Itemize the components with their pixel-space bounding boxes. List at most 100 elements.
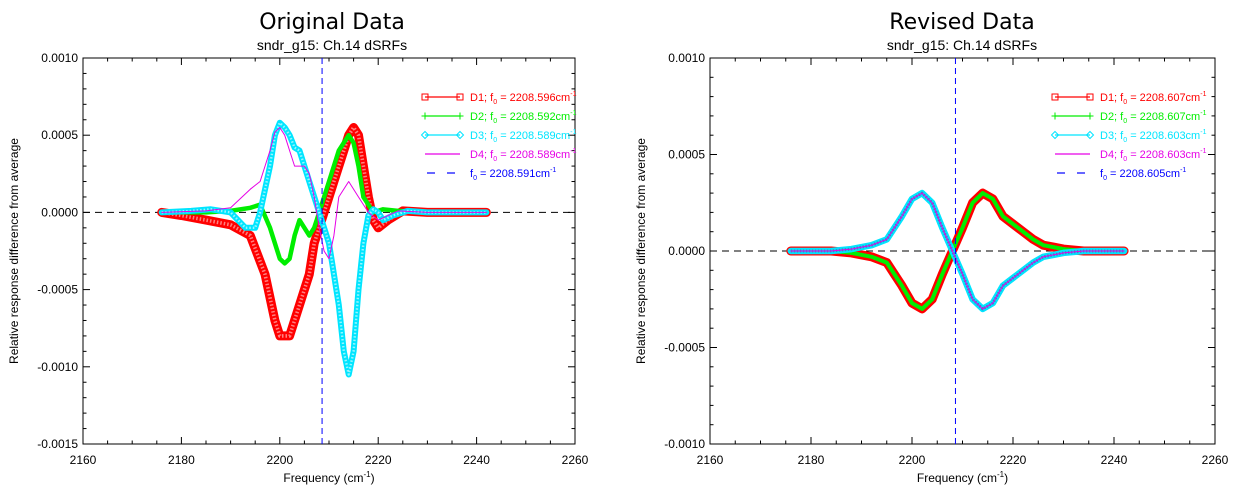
legend-entry-2: D2; f0 = 2208.592cm-1 <box>470 110 577 125</box>
legend-entry-4: D4; f0 = 2208.603cm-1 <box>1100 148 1207 163</box>
plot-area <box>83 58 575 444</box>
series-line-4 <box>790 192 1125 310</box>
y-tick-label: 0.0000 <box>668 244 705 258</box>
legend-value: = 2208.596cm <box>497 92 570 104</box>
x-tick-label: 2200 <box>899 453 926 467</box>
legend-superscript: -1 <box>1200 91 1206 98</box>
legend-subscript: 0 <box>493 137 497 144</box>
legend-superscript: -1 <box>1200 148 1206 155</box>
legend-entry-3: D3; f0 = 2208.589cm-1 <box>470 129 577 144</box>
legend-value: = 2208.607cm <box>1127 92 1200 104</box>
legend-marker-diamond <box>455 130 465 140</box>
legend-prefix: D4; f <box>470 149 494 161</box>
y-axis-label: Relative response difference from averag… <box>634 138 648 364</box>
legend-prefix: D1; f <box>470 92 494 104</box>
plot-area <box>710 58 1215 444</box>
legend-prefix: D2; f <box>1100 111 1124 123</box>
legend-prefix: D3; f <box>1100 130 1124 142</box>
legend-value: = 2208.589cm <box>497 149 570 161</box>
legend-value: = 2208.591cm <box>477 168 550 180</box>
legend-subscript: 0 <box>493 118 497 125</box>
legend-value: = 2208.603cm <box>1127 149 1200 161</box>
legend-prefix: D1; f <box>1100 92 1124 104</box>
legend-entry-5: f0 = 2208.605cm-1 <box>1100 167 1186 182</box>
legend-entry-3: D3; f0 = 2208.603cm-1 <box>1100 129 1207 144</box>
y-tick-label: -0.0010 <box>37 360 78 374</box>
legend-marker-square <box>1086 93 1094 101</box>
y-tick-label: -0.0015 <box>37 437 78 451</box>
legend-subscript: 0 <box>493 156 497 163</box>
chart-title: Original Data <box>259 10 405 35</box>
legend-prefix: f <box>1100 168 1104 180</box>
legend-subscript: 0 <box>1123 118 1127 125</box>
y-tick-label: 0.0005 <box>41 128 78 142</box>
x-axis-label-end: ) <box>371 471 375 485</box>
x-axis-label-end: ) <box>1004 471 1008 485</box>
x-tick-label: 2180 <box>168 453 195 467</box>
legend-prefix: D4; f <box>1100 149 1124 161</box>
legend-subscript: 0 <box>1103 175 1107 182</box>
x-axis-label-sup: -1 <box>363 470 371 479</box>
legend-superscript: -1 <box>570 129 576 136</box>
x-tick-label: 2160 <box>70 453 97 467</box>
legend-superscript: -1 <box>1200 110 1206 117</box>
legend-subscript: 0 <box>1123 156 1127 163</box>
x-tick-label: 2180 <box>798 453 825 467</box>
y-tick-label: -0.0005 <box>664 341 705 355</box>
legend-subscript: 0 <box>473 175 477 182</box>
panel-revised-data: Revised Data sndr_g15: Ch.14 dSRFs 2160 218… <box>634 10 1229 485</box>
legend-entry-4: D4; f0 = 2208.589cm-1 <box>470 148 577 163</box>
legend-value: = 2208.592cm <box>497 111 570 123</box>
y-tick-label: 0.0005 <box>668 148 705 162</box>
x-tick-label: 2160 <box>697 453 724 467</box>
x-axis: 2160 2180 2200 2220 2240 2260 <box>70 58 589 467</box>
x-tick-label: 2260 <box>562 453 589 467</box>
y-tick-label: 0.0000 <box>41 205 78 219</box>
legend-prefix: D3; f <box>470 130 494 142</box>
legend-superscript: -1 <box>570 110 576 117</box>
x-tick-label: 2240 <box>1101 453 1128 467</box>
chart-title: Revised Data <box>889 10 1034 35</box>
legend-entry-1: D1; f0 = 2208.607cm-1 <box>1100 91 1207 106</box>
legend-superscript: -1 <box>1180 167 1186 174</box>
legend-value: = 2208.589cm <box>497 130 570 142</box>
legend-subscript: 0 <box>493 99 497 106</box>
x-axis: 2160 2180 2200 2220 2240 2260 <box>697 58 1229 467</box>
legend-marker-square <box>1051 93 1059 101</box>
x-axis-label-base: Frequency (cm <box>283 471 363 485</box>
legend-entry-5: f0 = 2208.591cm-1 <box>470 167 556 182</box>
legend-superscript: -1 <box>1200 129 1206 136</box>
legend-entry-1: D1; f0 = 2208.596cm-1 <box>470 91 577 106</box>
x-axis-label: Frequency (cm-1) <box>917 470 1008 485</box>
y-axis: -0.0015 -0.0010 -0.0005 0.0000 0.0005 0.0010 <box>37 51 575 451</box>
y-tick-label: 0.0010 <box>668 51 705 65</box>
x-tick-label: 2260 <box>1202 453 1229 467</box>
x-tick-label: 2200 <box>266 453 293 467</box>
x-axis-label-base: Frequency (cm <box>917 471 997 485</box>
legend-superscript: -1 <box>570 91 576 98</box>
legend-marker-diamond <box>1085 130 1095 140</box>
chart-subtitle: sndr_g15: Ch.14 dSRFs <box>257 37 407 53</box>
x-tick-label: 2240 <box>463 453 490 467</box>
y-axis: -0.0010 -0.0005 0.0000 0.0005 0.0010 <box>664 51 1215 451</box>
x-tick-label: 2220 <box>365 453 392 467</box>
legend-value: = 2208.603cm <box>1127 130 1200 142</box>
series-line-texture-1 <box>161 125 487 338</box>
y-tick-label: -0.0010 <box>664 437 705 451</box>
x-tick-label: 2220 <box>1000 453 1027 467</box>
x-axis-label: Frequency (cm-1) <box>283 470 374 485</box>
legend-marker-square <box>456 93 464 101</box>
legend-marker-diamond <box>1050 130 1060 140</box>
y-tick-label: 0.0010 <box>41 51 78 65</box>
x-axis-label-sup: -1 <box>997 470 1005 479</box>
legend-superscript: -1 <box>570 148 576 155</box>
legend-prefix: f <box>470 168 474 180</box>
legend-marker-square <box>421 93 429 101</box>
legend: D1; f0 = 2208.596cm-1D2; f0 = 2208.592cm… <box>420 91 577 182</box>
legend-entry-2: D2; f0 = 2208.607cm-1 <box>1100 110 1207 125</box>
chart-subtitle: sndr_g15: Ch.14 dSRFs <box>887 37 1037 53</box>
legend-subscript: 0 <box>1123 137 1127 144</box>
y-tick-label: -0.0005 <box>37 283 78 297</box>
